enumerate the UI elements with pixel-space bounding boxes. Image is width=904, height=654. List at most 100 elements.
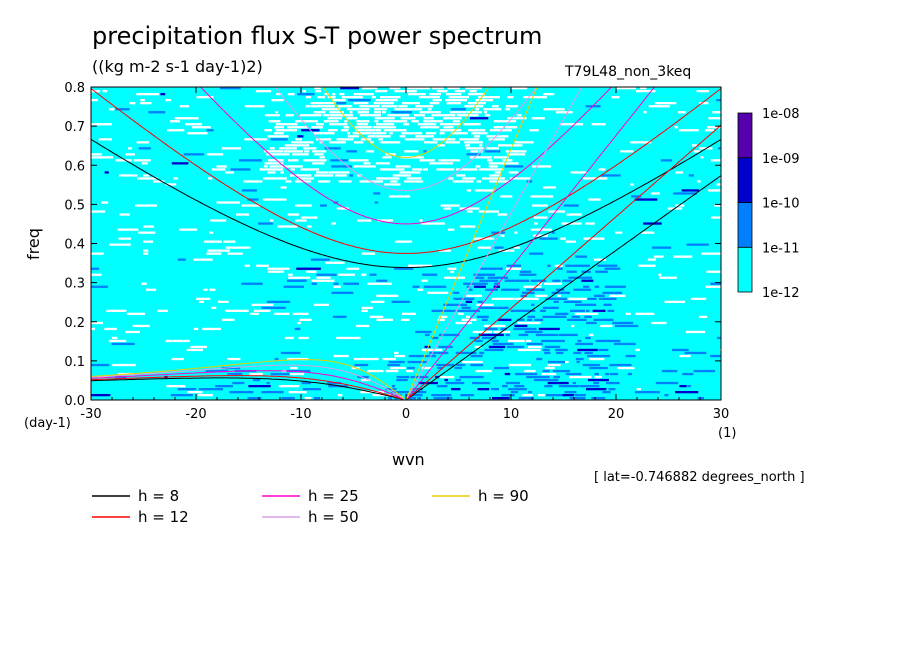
heatmap-cell [530, 279, 547, 282]
heatmap-cell [488, 345, 506, 349]
heatmap-cell [328, 129, 338, 132]
heatmap-cell [529, 252, 544, 255]
heatmap-cell [432, 99, 442, 102]
heatmap-cell [584, 351, 593, 355]
heatmap-cell [284, 144, 310, 147]
heatmap-cell [258, 222, 273, 225]
heatmap-cell [510, 87, 528, 90]
heatmap-cell [542, 315, 567, 318]
heatmap-cell [285, 114, 294, 117]
heatmap-cell [115, 159, 132, 162]
heatmap-cell [469, 90, 477, 93]
heatmap-cell [452, 120, 461, 123]
heatmap-cell [185, 123, 202, 126]
heatmap-cell [575, 255, 588, 258]
heatmap-cell [289, 174, 312, 177]
heatmap-cell [608, 388, 616, 391]
heatmap-cell [303, 159, 327, 162]
heatmap-cell [543, 282, 562, 285]
heatmap-cell [406, 177, 422, 180]
heatmap-cell [287, 126, 308, 129]
heatmap-cell [484, 111, 488, 114]
heatmap-cell [336, 336, 361, 340]
heatmap-cell [374, 108, 387, 111]
heatmap-cell [314, 174, 334, 177]
heatmap-cell [375, 99, 398, 102]
heatmap-cell [209, 288, 216, 291]
heatmap-cell [436, 168, 455, 171]
heatmap-cell [136, 141, 150, 144]
heatmap-cell [661, 369, 678, 373]
heatmap-cell [91, 363, 110, 367]
heatmap-cell [380, 96, 401, 99]
heatmap-cell [592, 309, 606, 312]
heatmap-cell [675, 171, 684, 174]
heatmap-cell [634, 391, 660, 394]
heatmap-cell [534, 318, 544, 321]
heatmap-cell [573, 351, 582, 355]
heatmap-cell [431, 394, 452, 397]
heatmap-cell [353, 93, 374, 96]
heatmap-cell [543, 93, 555, 96]
heatmap-cell [171, 162, 189, 165]
heatmap-cell [438, 249, 451, 252]
heatmap-cell [553, 300, 559, 303]
heatmap-cell [91, 123, 113, 126]
kelvin-wave-curve [405, 87, 656, 400]
heatmap-cell [340, 87, 360, 90]
heatmap-cell [558, 385, 580, 388]
heatmap-cell [390, 180, 398, 183]
heatmap-cell [439, 132, 445, 135]
heatmap-cell [292, 153, 309, 156]
heatmap-cell [269, 165, 288, 168]
heatmap-cell [476, 180, 482, 183]
y-tick-label: 0.1 [64, 355, 85, 370]
heatmap-cell [401, 312, 416, 315]
heatmap-cell [517, 348, 541, 352]
heatmap-cell [133, 159, 151, 162]
heatmap-cell [288, 391, 307, 394]
heatmap-cell [625, 354, 636, 358]
heatmap-cell [507, 345, 525, 349]
heatmap-cell [390, 366, 406, 370]
heatmap-cell [544, 385, 553, 388]
heatmap-cell [587, 378, 609, 382]
heatmap-cell [126, 312, 145, 315]
y-tick-label: 0.0 [64, 394, 85, 409]
heatmap-cell [443, 117, 462, 120]
x-tick-label: -10 [290, 407, 311, 422]
heatmap-cell [407, 366, 415, 370]
heatmap-cell [341, 96, 363, 99]
heatmap-cell [631, 195, 642, 198]
heatmap-cell [270, 372, 290, 376]
heatmap-cell [588, 333, 594, 337]
heatmap-cell [363, 162, 371, 165]
heatmap-cell [256, 264, 269, 267]
heatmap-cell [302, 388, 321, 391]
heatmap-cell [366, 150, 374, 153]
heatmap-cell [507, 162, 519, 165]
heatmap-cell [589, 366, 608, 370]
heatmap-cell [196, 297, 211, 300]
heatmap-cell [700, 156, 704, 159]
heatmap-cell [455, 321, 472, 325]
heatmap-cell [584, 315, 592, 318]
heatmap-cell [343, 126, 350, 129]
heatmap-cell [436, 385, 448, 388]
heatmap-cell [479, 144, 483, 147]
heatmap-cell [275, 129, 297, 132]
heatmap-cell [653, 255, 664, 258]
heatmap-cell [420, 222, 445, 225]
heatmap-cell [710, 354, 721, 358]
heatmap-cell [466, 315, 470, 318]
heatmap-cell [513, 246, 521, 249]
heatmap-cell [716, 99, 721, 102]
heatmap-cell [547, 264, 551, 267]
heatmap-cell [361, 309, 368, 312]
heatmap-cell [385, 388, 397, 391]
heatmap-cell [528, 391, 533, 394]
heatmap-cell [108, 339, 127, 343]
heatmap-cell [556, 111, 573, 114]
heatmap-cell [465, 87, 482, 90]
rossby-wave-curve [91, 364, 404, 399]
